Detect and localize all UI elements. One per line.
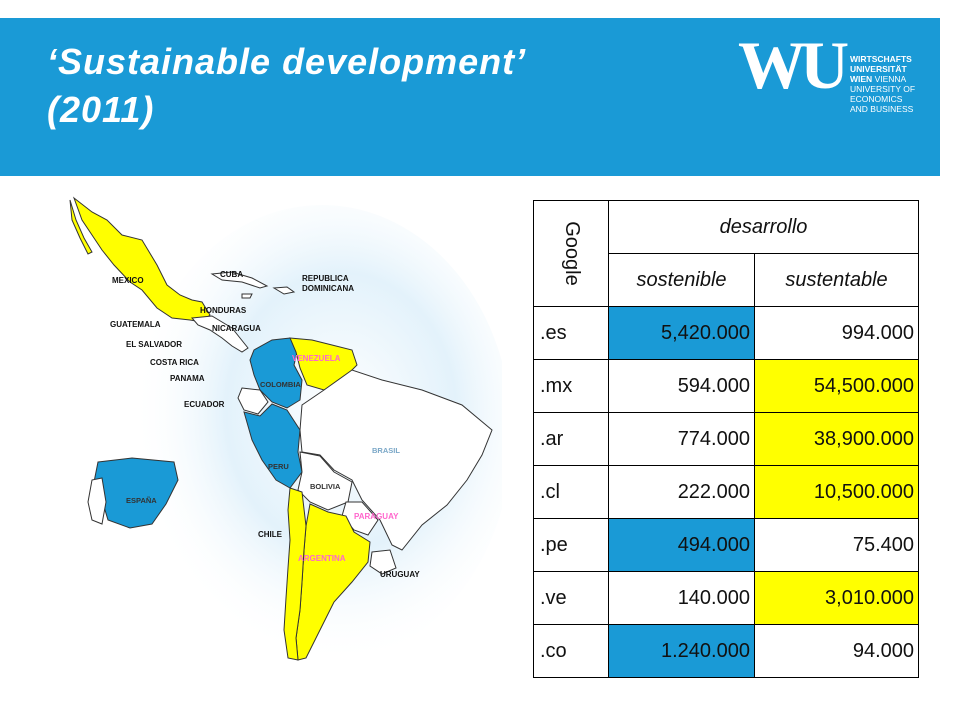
map-label-el-salvador: EL SALVADOR bbox=[126, 340, 183, 349]
mexico-shape bbox=[72, 196, 211, 323]
search-results-table: Google desarrollo sostenible sustentable… bbox=[533, 200, 920, 678]
wu-logo-wien: WIEN bbox=[850, 74, 873, 84]
google-label: Google bbox=[560, 221, 583, 286]
slide-title: ‘Sustainable development’ (2011) bbox=[47, 38, 667, 134]
sostenible-cell: 222.000 bbox=[608, 465, 755, 519]
tld-cell: .mx bbox=[533, 359, 609, 413]
tld-cell: .co bbox=[533, 624, 609, 678]
map-label-peru: PERU bbox=[268, 462, 289, 471]
tld-cell: .es bbox=[533, 306, 609, 360]
map-label-guatemala: GUATEMALA bbox=[110, 320, 161, 329]
map-label-argentina: ARGENTINA bbox=[298, 554, 346, 563]
map-label-honduras: HONDURAS bbox=[200, 306, 247, 315]
group-header-cell: desarrollo bbox=[608, 200, 919, 254]
map-label-bolivia: BOLIVIA bbox=[310, 482, 341, 491]
wu-logo-line-6: AND BUSINESS bbox=[850, 104, 914, 114]
wu-logo-line-1: WIRTSCHAFTS bbox=[850, 54, 912, 64]
google-label-cell: Google bbox=[533, 200, 609, 307]
ecuador-shape bbox=[237, 387, 269, 415]
sostenible-cell: 5,420.000 bbox=[608, 306, 755, 360]
peru-shape bbox=[243, 403, 303, 489]
sostenible-cell: 774.000 bbox=[608, 412, 755, 466]
wu-logo-line-4: UNIVERSITY OF bbox=[850, 84, 916, 94]
map-label-panama: PANAMA bbox=[170, 374, 205, 383]
map-graphic bbox=[69, 196, 502, 665]
wu-logo-mark: WU bbox=[738, 27, 854, 103]
wu-logo-vienna: VIENNA bbox=[874, 74, 907, 84]
latin-america-map: MEXICO CUBA REPUBLICA DOMINICANA HONDURA… bbox=[62, 190, 502, 680]
map-label-chile: CHILE bbox=[258, 530, 282, 539]
col-header-sustentable: sustentable bbox=[753, 253, 920, 307]
sustentable-cell: 3,010.000 bbox=[753, 571, 920, 625]
sustentable-cell: 94.000 bbox=[753, 624, 920, 678]
wu-logo-wordmark: WIRTSCHAFTS UNIVERSITÄT WIEN VIENNA UNIV… bbox=[850, 54, 915, 114]
hispaniola-shape bbox=[272, 286, 296, 295]
table-row: .ar 774.000 38,900.000 bbox=[533, 412, 920, 466]
brasil-shape bbox=[299, 369, 493, 551]
tld-cell: .ar bbox=[533, 412, 609, 466]
map-label-costa-rica: COSTA RICA bbox=[150, 358, 199, 367]
wu-logo-letters: WU bbox=[738, 30, 848, 100]
baja-shape bbox=[69, 199, 93, 255]
jamaica-shape bbox=[241, 293, 253, 299]
slide-title-line-2: (2011) bbox=[47, 89, 155, 130]
sustentable-cell: 75.400 bbox=[753, 518, 920, 572]
map-label-dominicana: DOMINICANA bbox=[302, 284, 354, 293]
chile-shape bbox=[283, 487, 307, 661]
tld-cell: .pe bbox=[533, 518, 609, 572]
sustentable-cell: 38,900.000 bbox=[753, 412, 920, 466]
map-label-venezuela: VENEZUELA bbox=[292, 354, 341, 363]
bolivia-shape bbox=[297, 451, 353, 511]
portugal-shape bbox=[87, 477, 107, 525]
table-header-row-1: Google desarrollo bbox=[533, 200, 919, 307]
map-label-republica: REPUBLICA bbox=[302, 274, 349, 283]
cuba-shape bbox=[210, 271, 269, 289]
table-row: .cl 222.000 10,500.000 bbox=[533, 465, 920, 519]
map-label-ecuador: ECUADOR bbox=[184, 400, 225, 409]
wu-logo-line-5: ECONOMICS bbox=[850, 94, 903, 104]
table-row: .ve 140.000 3,010.000 bbox=[533, 571, 920, 625]
map-label-espana: ESPAÑA bbox=[126, 496, 157, 505]
map-label-paraguay: PARAGUAY bbox=[354, 512, 399, 521]
map-label-uruguay: URUGUAY bbox=[380, 570, 420, 579]
map-label-mexico: MEXICO bbox=[112, 276, 144, 285]
sostenible-cell: 594.000 bbox=[608, 359, 755, 413]
tld-cell: .cl bbox=[533, 465, 609, 519]
slide-title-line-1: ‘Sustainable development’ bbox=[47, 41, 527, 82]
central-america-shape bbox=[190, 315, 249, 353]
wu-logo-line-3: WIEN VIENNA bbox=[850, 74, 915, 84]
table-row: .mx 594.000 54,500.000 bbox=[533, 359, 920, 413]
uruguay-shape bbox=[369, 549, 397, 575]
sustentable-cell: 54,500.000 bbox=[753, 359, 920, 413]
wu-logo-line-2: UNIVERSITÄT bbox=[850, 64, 907, 74]
map-label-colombia: COLOMBIA bbox=[260, 380, 301, 389]
table-row: .co 1.240.000 94.000 bbox=[533, 624, 920, 678]
table-row: .pe 494.000 75.400 bbox=[533, 518, 920, 572]
col-header-sostenible: sostenible bbox=[608, 253, 755, 307]
sostenible-cell: 494.000 bbox=[608, 518, 755, 572]
map-label-nicaragua: NICARAGUA bbox=[212, 324, 261, 333]
sustentable-cell: 10,500.000 bbox=[753, 465, 920, 519]
title-banner bbox=[0, 18, 940, 176]
table-row: .es 5,420.000 994.000 bbox=[533, 306, 920, 360]
sostenible-cell: 1.240.000 bbox=[608, 624, 755, 678]
map-label-brasil: BRASIL bbox=[372, 446, 400, 455]
table-header-row-2: sostenible sustentable bbox=[534, 253, 920, 307]
sustentable-cell: 994.000 bbox=[753, 306, 920, 360]
sostenible-cell: 140.000 bbox=[608, 571, 755, 625]
map-label-cuba: CUBA bbox=[220, 270, 244, 279]
wu-logo: WU WIRTSCHAFTS UNIVERSITÄT WIEN VIENNA U… bbox=[738, 27, 928, 150]
tld-cell: .ve bbox=[533, 571, 609, 625]
